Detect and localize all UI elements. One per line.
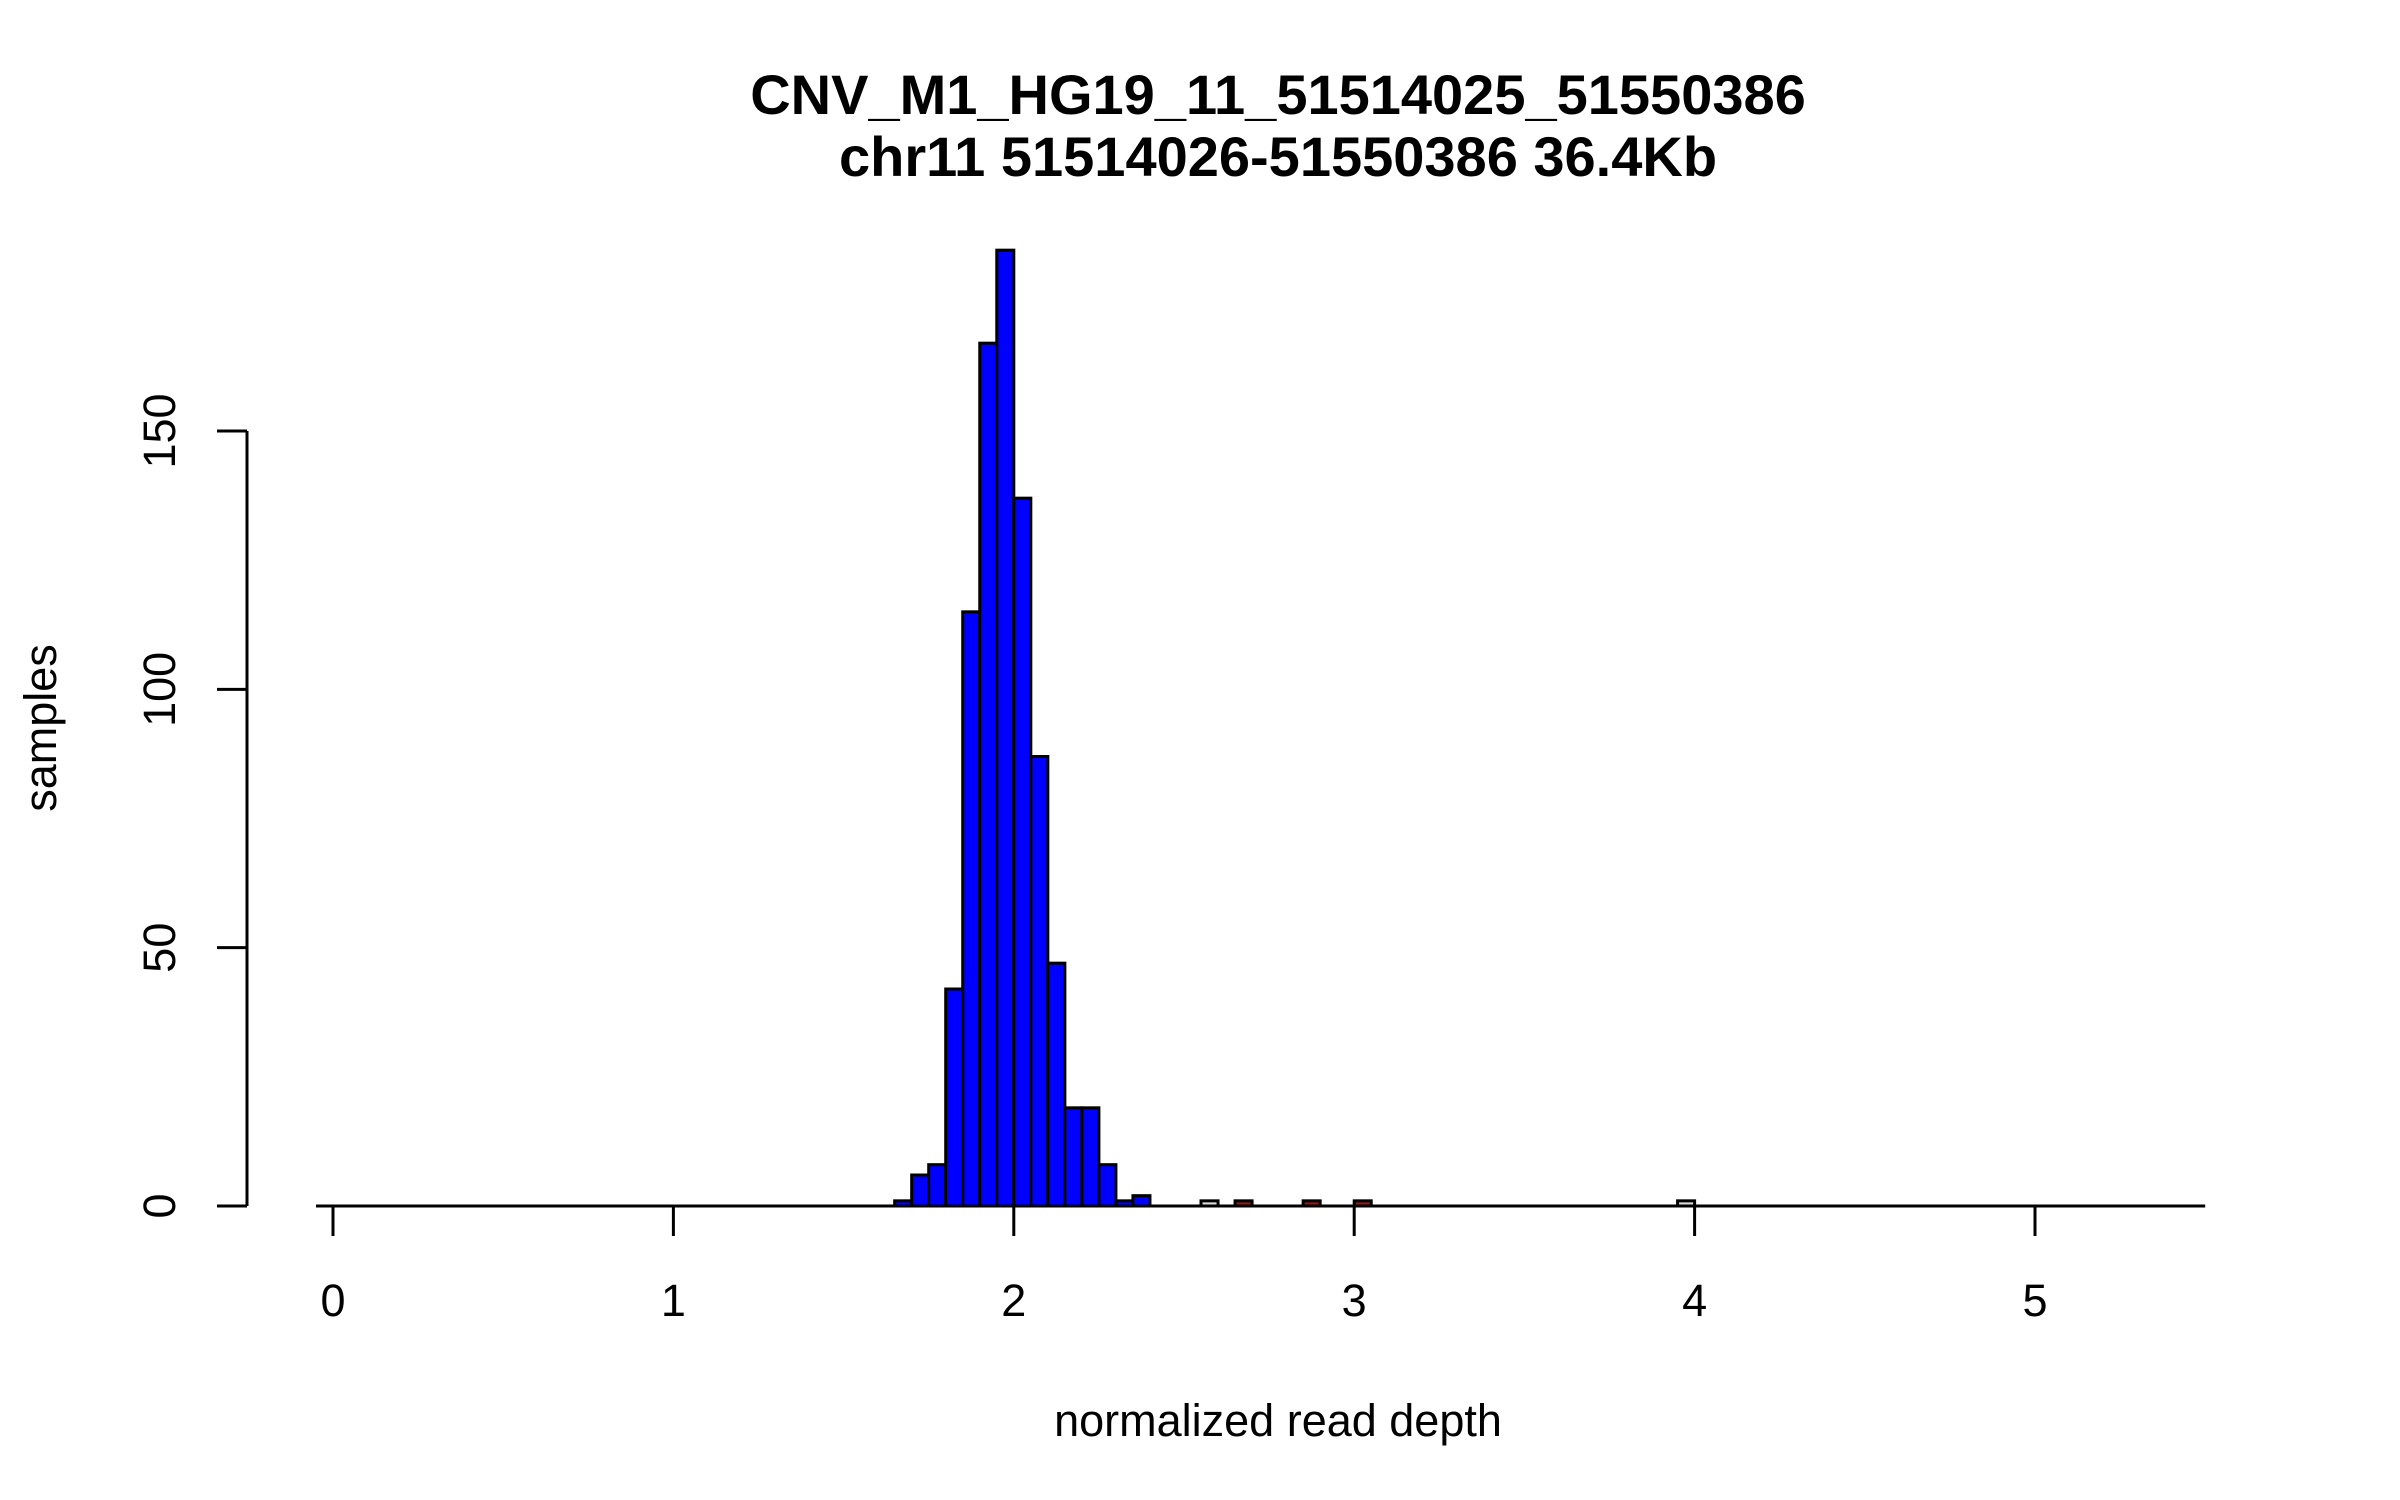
histogram-bar	[995, 248, 1016, 1208]
histogram-bar	[1063, 1106, 1084, 1208]
chart-title: CNV_M1_HG19_11_51514025_51550386	[750, 63, 1806, 126]
y-tick-label: 150	[134, 393, 185, 468]
x-tick-label: 0	[320, 1275, 345, 1326]
histogram-bar	[927, 1163, 948, 1208]
x-tick-label: 5	[2022, 1275, 2047, 1326]
histogram-bar	[1046, 961, 1067, 1208]
x-tick-label: 1	[661, 1275, 686, 1326]
histogram-bar	[961, 610, 982, 1208]
x-axis-label: normalized read depth	[1054, 1395, 1502, 1446]
histogram-bar	[1029, 755, 1050, 1208]
histogram-bar	[944, 987, 965, 1208]
chart-subtitle: chr11 51514026-51550386 36.4Kb	[839, 125, 1717, 188]
y-tick-label: 50	[134, 923, 185, 973]
histogram-bar	[1080, 1106, 1101, 1208]
y-tick-label: 100	[134, 652, 185, 727]
histogram-bar	[1097, 1163, 1118, 1208]
histogram-bar	[978, 341, 999, 1208]
x-tick-label: 4	[1682, 1275, 1707, 1326]
histogram-bar	[910, 1173, 931, 1208]
y-tick-label: 0	[134, 1193, 185, 1218]
x-axis: 0 1 2 3 4 5	[320, 1204, 2048, 1326]
histogram-bars	[893, 248, 1697, 1208]
x-tick-label: 3	[1342, 1275, 1367, 1326]
y-axis: 0 50 100 150	[134, 393, 249, 1219]
y-axis-label: samples	[15, 644, 66, 812]
histogram-bar	[1012, 496, 1033, 1208]
x-tick-label: 2	[1001, 1275, 1026, 1326]
histogram-bar	[1131, 1194, 1152, 1208]
